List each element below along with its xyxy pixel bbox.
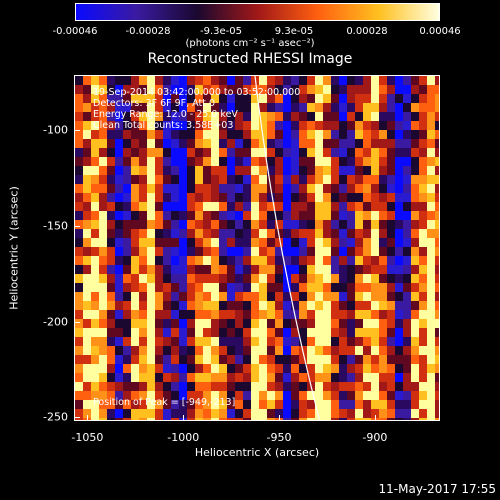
x-tick-label: -950 <box>266 431 292 444</box>
y-tick-label: -100 <box>43 123 68 137</box>
y-tick-mark <box>74 130 80 132</box>
colorbar-tick: 0.00046 <box>419 26 461 37</box>
info-detectors: Detectors: 3F 6F 9F, Att 0 <box>93 98 216 109</box>
x-axis-label: Heliocentric X (arcsec) <box>194 446 320 459</box>
peak-position: Position of Peak = [-949,-213] <box>93 397 236 408</box>
colorbar <box>75 3 440 21</box>
colorbar-tick: 9.3e-05 <box>274 26 314 37</box>
x-tick-label: -1000 <box>167 431 200 444</box>
x-tick-label: -1050 <box>71 431 104 444</box>
y-tick-mark <box>74 417 80 419</box>
datestamp: 11-May-2017 17:55 <box>378 482 496 496</box>
colorbar-tick: 0.00028 <box>346 26 388 37</box>
colorbar-tick: -0.00046 <box>52 26 98 37</box>
x-tick-mark <box>279 415 281 421</box>
y-tick-mark <box>74 321 80 323</box>
info-energy: Energy Range: 12.0 - 25.0 keV <box>93 109 238 120</box>
y-axis-label: Heliocentric Y (arcsec) <box>7 186 21 310</box>
info-clean: Clean Total counts: 3.58E+03 <box>93 120 234 131</box>
y-tick-label: -250 <box>43 410 68 424</box>
colorbar-tick: -9.3e-05 <box>200 26 242 37</box>
rhessi-image <box>74 75 440 421</box>
colorbar-tick: -0.00028 <box>125 26 171 37</box>
y-tick-label: -200 <box>43 315 68 329</box>
y-tick-label: -150 <box>43 219 68 233</box>
x-tick-mark <box>374 415 376 421</box>
solar-limb-line <box>254 76 321 420</box>
x-tick-label: -900 <box>362 431 388 444</box>
image-pixels <box>75 76 439 420</box>
image-title: Reconstructed RHESSI Image <box>147 51 353 67</box>
x-tick-mark <box>87 415 89 421</box>
y-tick-mark <box>74 226 80 228</box>
colorbar-unit: (photons cm⁻² s⁻¹ asec⁻²) <box>185 38 315 49</box>
info-time: 19-Sep-2014 03:42:00.000 to 03:52:00.000 <box>93 87 301 98</box>
x-tick-mark <box>183 415 185 421</box>
